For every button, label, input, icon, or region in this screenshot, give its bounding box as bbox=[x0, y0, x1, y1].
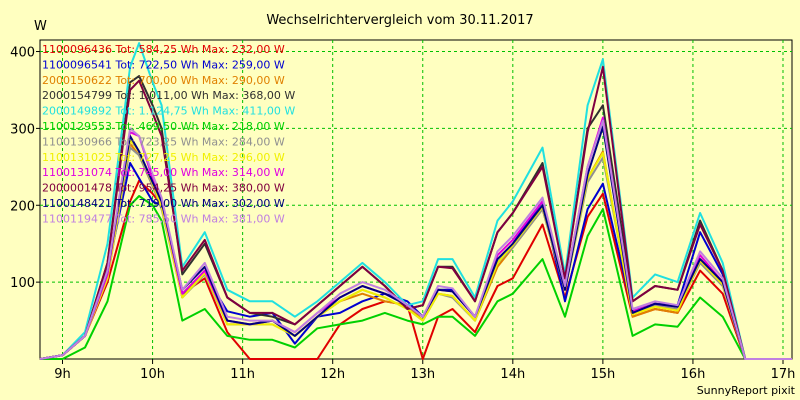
y-tick-label: 200 bbox=[10, 199, 35, 214]
legend-entry-8: 1100131025 Tot: 727,25 Wh Max: 296,00 W bbox=[42, 151, 285, 164]
series-line-12 bbox=[39, 119, 792, 360]
x-tick-label: 10h bbox=[140, 367, 165, 382]
legend-entry-5: 2000149892 Tot: 1.124,75 Wh Max: 411,00 … bbox=[42, 105, 295, 118]
legend-entry-9: 1100131074 Tot: 745,00 Wh Max: 314,00 W bbox=[42, 166, 285, 179]
y-axis: 100 200 300 400 bbox=[10, 46, 40, 291]
series-lines bbox=[39, 42, 792, 360]
legend-entry-10: 2000001478 Tot: 954,25 Wh Max: 380,00 W bbox=[42, 182, 285, 195]
x-tick-label: 16h bbox=[681, 367, 706, 382]
x-tick-label: 9h bbox=[54, 367, 71, 382]
footer-credit: SunnyReport pixit bbox=[697, 384, 796, 397]
y-axis-label: W bbox=[34, 19, 47, 34]
y-tick-label: 100 bbox=[10, 276, 35, 291]
series-line-6 bbox=[40, 195, 792, 360]
x-tick-label: 17h bbox=[771, 367, 796, 382]
x-tick-label: 14h bbox=[500, 367, 525, 382]
legend-entry-6: 1100129553 Tot: 469,50 Wh Max: 218,00 W bbox=[42, 120, 285, 133]
x-tick-label: 12h bbox=[320, 367, 345, 382]
y-tick-label: 400 bbox=[10, 46, 35, 61]
legend-entry-1: 1100096436 Tot: 584,25 Wh Max: 232,00 W bbox=[42, 43, 285, 56]
legend: 1100096436 Tot: 584,25 Wh Max: 232,00 W 1… bbox=[42, 43, 295, 225]
y-tick-label: 300 bbox=[10, 122, 35, 137]
plot-area bbox=[39, 39, 793, 360]
legend-entry-4: 2000154799 Tot: 1.011,00 Wh Max: 368,00 … bbox=[42, 89, 295, 102]
x-tick-label: 15h bbox=[590, 367, 615, 382]
chart-title: Wechselrichtervergleich vom 30.11.2017 bbox=[266, 13, 533, 28]
legend-entry-12: 1100119477 Tot: 785,50 Wh Max: 381,00 W bbox=[42, 212, 285, 225]
x-tick-label: 11h bbox=[230, 367, 255, 382]
legend-entry-7: 1100130966 Tot: 723,25 Wh Max: 284,00 W bbox=[42, 135, 285, 148]
x-tick-label: 13h bbox=[410, 367, 435, 382]
legend-entry-2: 1100096541 Tot: 722,50 Wh Max: 259,00 W bbox=[42, 58, 285, 71]
legend-entry-3: 2000150622 Tot: 700,00 Wh Max: 290,00 W bbox=[42, 74, 285, 87]
series-line-10 bbox=[39, 65, 792, 360]
legend-entry-11: 1100148421 Tot: 719,00 Wh Max: 302,00 W bbox=[42, 197, 285, 210]
x-axis: 9h 10h 11h 12h 13h 14h 15h 16h 17h bbox=[54, 359, 795, 382]
